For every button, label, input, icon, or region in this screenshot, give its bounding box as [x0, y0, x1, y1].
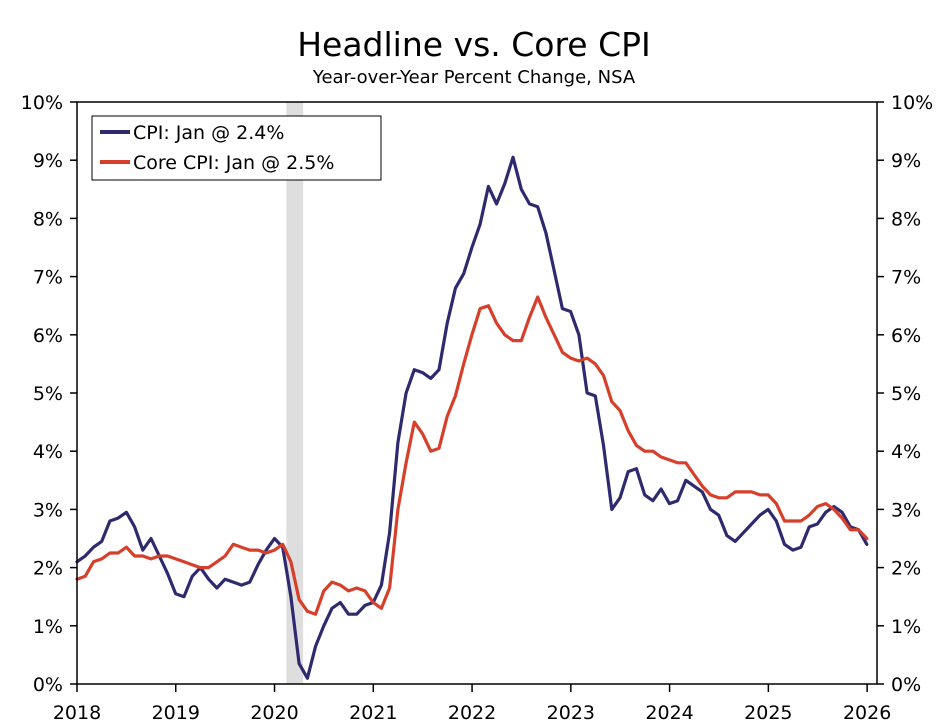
legend-label-core-cpi: Core CPI: Jan @ 2.5%	[133, 152, 334, 174]
y-tick-label-left: 3%	[33, 499, 63, 521]
y-tick-label-left: 8%	[33, 208, 63, 230]
y-tick-label-left: 6%	[33, 325, 63, 347]
axis-ticks	[70, 101, 884, 692]
y-tick-label-right: 3%	[891, 499, 921, 521]
y-tick-label-right: 10%	[891, 92, 933, 114]
y-tick-label-right: 7%	[891, 267, 921, 289]
series-line-cpi	[75, 155, 869, 680]
plot-frame	[76, 101, 878, 685]
y-tick-label-left: 4%	[33, 441, 63, 463]
y-tick-label-right: 4%	[891, 441, 921, 463]
series-lines	[75, 155, 869, 680]
chart-title: Headline vs. Core CPI	[297, 25, 651, 64]
y-tick-label-right: 9%	[891, 150, 921, 172]
x-tick-label: 2022	[448, 702, 496, 724]
recession-shading	[286, 102, 304, 684]
y-axis-labels-left: 0% 1% 2% 3% 4% 5% 6% 7% 8% 9% 10%	[21, 92, 63, 696]
y-tick-label-left: 1%	[33, 616, 63, 638]
x-tick-label: 2019	[152, 702, 200, 724]
legend-box	[91, 115, 382, 181]
x-tick-label: 2026	[843, 702, 891, 724]
y-tick-label-left: 2%	[33, 558, 63, 580]
y-tick-label-left: 9%	[33, 150, 63, 172]
y-tick-label-left: 7%	[33, 267, 63, 289]
y-tick-label-right: 6%	[891, 325, 921, 347]
y-tick-label-right: 0%	[891, 674, 921, 696]
y-axis-labels-right: 0% 1% 2% 3% 4% 5% 6% 7% 8% 9% 10%	[891, 92, 933, 696]
x-tick-label: 2020	[250, 702, 298, 724]
series-line-core-cpi	[75, 295, 869, 616]
y-tick-label-left: 0%	[33, 674, 63, 696]
y-tick-label-left: 10%	[21, 92, 63, 114]
x-tick-label: 2023	[547, 702, 595, 724]
y-tick-label-right: 8%	[891, 208, 921, 230]
y-tick-label-right: 1%	[891, 616, 921, 638]
y-tick-label-right: 5%	[891, 383, 921, 405]
legend-label-cpi: CPI: Jan @ 2.4%	[133, 122, 284, 144]
legend: CPI: Jan @ 2.4% Core CPI: Jan @ 2.5%	[91, 115, 382, 181]
y-tick-label-left: 5%	[33, 383, 63, 405]
chart-subtitle: Year-over-Year Percent Change, NSA	[312, 67, 636, 88]
x-tick-label: 2021	[349, 702, 397, 724]
y-tick-label-right: 2%	[891, 558, 921, 580]
x-tick-label: 2018	[53, 702, 101, 724]
x-axis-labels: 2018 2019 2020 2021 2022 2023 2024 2025 2026	[53, 702, 891, 724]
x-tick-label: 2024	[645, 702, 693, 724]
x-tick-label: 2025	[744, 702, 792, 724]
